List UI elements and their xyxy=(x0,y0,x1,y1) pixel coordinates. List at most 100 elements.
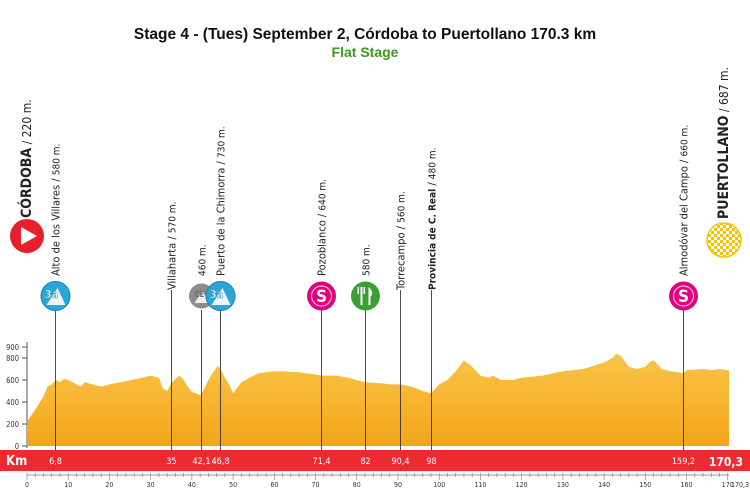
finish-flag-icon xyxy=(706,222,742,258)
x-end-tick-label: 170,3 xyxy=(731,481,749,488)
start-marker: CÓRDOBA / 220 m. xyxy=(10,99,44,253)
point-label: Provincia de C. Real / 480 m. xyxy=(426,148,439,290)
point-altitude: 570 m. xyxy=(168,202,179,234)
x-tick-label: 10 xyxy=(64,481,72,488)
point-altitude: 460 m. xyxy=(198,244,209,276)
point-label: Torrecampo / 560 m. xyxy=(395,191,408,291)
svg-text:CE: CE xyxy=(195,290,205,299)
x-tick-label: 20 xyxy=(105,481,113,488)
x-tick-label: 50 xyxy=(229,481,237,488)
point-altitude: 580 m. xyxy=(52,144,63,176)
km-bar-label: Km xyxy=(6,454,27,469)
point-separator: / xyxy=(215,158,228,168)
svg-text:S: S xyxy=(678,287,689,307)
point-separator: / xyxy=(316,211,329,221)
point-km-label: 46,8 xyxy=(211,457,229,467)
point-name: Torrecampo xyxy=(395,233,408,292)
point-km-label: 98 xyxy=(426,457,436,467)
point-altitude: 660 m. xyxy=(680,125,691,157)
start-label: CÓRDOBA / 220 m. xyxy=(17,99,35,218)
point-separator: / xyxy=(395,223,408,233)
x-tick-label: 120 xyxy=(516,481,528,488)
point-label: 460 m. xyxy=(198,244,209,276)
point-name: Pozoblanco xyxy=(316,220,329,276)
point-icons: 3a CE 3a S S xyxy=(40,281,698,311)
x-tick-label: 80 xyxy=(353,481,361,488)
x-tick-label: 160 xyxy=(681,481,693,488)
sprint-icon: S xyxy=(669,281,698,311)
y-axis: 0 200 400 600 800 900 xyxy=(6,342,28,451)
point-altitude: 560 m. xyxy=(397,191,408,223)
finish-marker: PUERTOLLANO / 687 m. xyxy=(706,67,742,258)
point-km-label: 42,1 xyxy=(192,457,210,467)
point-label: Puerto de la Chimorra / 730 m. xyxy=(215,126,228,276)
x-tick-label: 100 xyxy=(433,481,445,488)
x-tick-label: 30 xyxy=(147,481,155,488)
point-altitude: 480 m. xyxy=(428,148,439,180)
x-tick-label: 60 xyxy=(270,481,278,488)
svg-text:S: S xyxy=(316,287,327,307)
finish-km-label: 170,3 xyxy=(709,455,743,469)
x-tick-label: 70 xyxy=(312,481,320,488)
point-name: Puerto de la Chimorra xyxy=(215,168,228,276)
x-tick-label: 170 xyxy=(722,481,734,488)
sprint-icon: S xyxy=(307,281,336,311)
svg-text:3a: 3a xyxy=(45,288,59,301)
x-tick-label: 0 xyxy=(25,481,29,488)
x-tick-label: 110 xyxy=(474,481,486,488)
x-tick-label: 150 xyxy=(639,481,651,488)
elevation-area xyxy=(27,353,729,446)
y-tick-label: 800 xyxy=(6,354,19,363)
y-tick-label: 400 xyxy=(6,398,19,407)
finish-label: PUERTOLLANO / 687 m. xyxy=(716,67,732,219)
point-altitude: 640 m. xyxy=(318,179,329,211)
point-km-labels: 6,8 35 42,1 46,8 71,4 82 90,4 98 159,2 xyxy=(49,457,695,467)
point-name: Villaharta xyxy=(166,243,179,290)
km-bar xyxy=(0,450,750,471)
y-tick-label: 200 xyxy=(6,420,19,429)
mountain-3rd-cat-icon: 3a xyxy=(205,281,236,311)
y-tick-label: 600 xyxy=(6,376,19,385)
x-tick-label: 140 xyxy=(598,481,610,488)
point-altitude: 580 m. xyxy=(362,244,373,276)
point-km-label: 82 xyxy=(360,457,370,467)
point-label: 580 m. xyxy=(362,244,373,276)
svg-text:3a: 3a xyxy=(210,288,224,301)
point-km-label: 6,8 xyxy=(49,457,62,467)
feed-zone-icon xyxy=(351,281,380,311)
x-tick-label: 40 xyxy=(188,481,196,488)
point-label: Alto de los Villares / 580 m. xyxy=(50,144,63,276)
finish-name: PUERTOLLANO xyxy=(716,115,732,219)
point-altitude: 730 m. xyxy=(217,126,228,158)
y-tick-label: 0 xyxy=(15,442,19,451)
point-guide-lines xyxy=(55,290,684,450)
y-tick-label: 900 xyxy=(6,343,19,352)
x-axis: 0 10 20 30 40 50 60 70 80 90 100 110 120 130 140 150 160… xyxy=(25,473,749,488)
finish-separator: / xyxy=(717,105,731,112)
chart-subtitle: Flat Stage xyxy=(331,44,399,60)
x-tick-label: 90 xyxy=(394,481,402,488)
point-name: Almodóvar del Campo xyxy=(678,166,691,276)
x-tick-label: 130 xyxy=(557,481,569,488)
point-km-label: 159,2 xyxy=(672,457,695,467)
point-labels: Alto de los Villares / 580 m. Villaharta … xyxy=(50,125,691,291)
point-name: Alto de los Villares xyxy=(50,185,63,276)
finish-altitude: 687 m. xyxy=(717,67,731,105)
point-name: Provincia de C. Real xyxy=(428,189,439,290)
start-name: CÓRDOBA xyxy=(17,148,35,218)
point-km-label: 71,4 xyxy=(312,457,330,467)
point-km-label: 90,4 xyxy=(391,457,409,467)
point-label: Villaharta / 570 m. xyxy=(166,202,179,290)
start-separator: / xyxy=(20,137,34,144)
point-separator: / xyxy=(166,233,179,243)
start-altitude: 220 m. xyxy=(20,99,34,137)
play-arrow-icon xyxy=(21,227,37,245)
point-separator: / xyxy=(50,175,63,185)
point-separator: / xyxy=(426,179,439,189)
chart-title: Stage 4 - (Tues) September 2, Córdoba to… xyxy=(133,26,597,43)
mountain-3rd-cat-icon: 3a xyxy=(40,281,71,311)
point-separator: / xyxy=(678,156,691,166)
point-label: Pozoblanco / 640 m. xyxy=(316,179,329,276)
point-km-label: 35 xyxy=(166,457,176,467)
